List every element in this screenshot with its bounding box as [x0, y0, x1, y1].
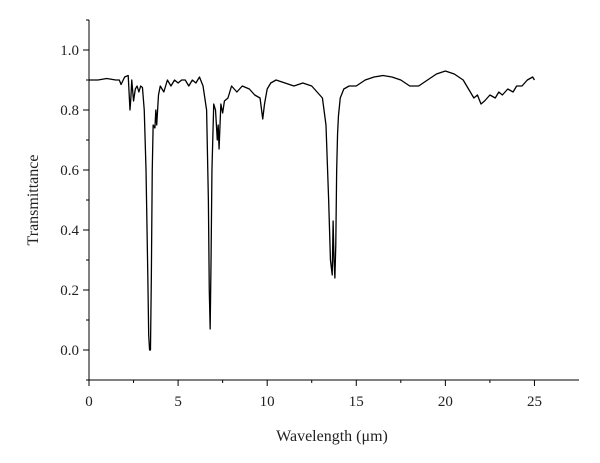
y-tick-label: 0.8	[60, 103, 79, 119]
y-tick-label: 1.0	[60, 43, 79, 59]
y-tick-label: 0.6	[60, 163, 79, 179]
x-axis: 0 5 10 15 20 25	[85, 379, 579, 410]
y-axis-title: Transmittance	[25, 155, 42, 246]
y-tick-label: 0.0	[60, 343, 79, 359]
x-tick-label: 5	[174, 394, 182, 410]
x-axis-title: Wavelength (μm)	[276, 428, 388, 445]
x-tick-label: 20	[438, 394, 453, 410]
x-tick-label: 15	[349, 394, 364, 410]
plot-area	[89, 70, 536, 351]
x-tick-label: 0	[85, 394, 93, 410]
x-tick-label: 25	[527, 394, 542, 410]
transmittance-series-line	[89, 70, 536, 351]
y-tick-label: 0.4	[60, 223, 79, 239]
x-tick-label: 10	[260, 394, 275, 410]
y-axis: 0.0 0.2 0.4 0.6 0.8 1.0	[60, 19, 90, 381]
y-tick-label: 0.2	[60, 283, 79, 299]
